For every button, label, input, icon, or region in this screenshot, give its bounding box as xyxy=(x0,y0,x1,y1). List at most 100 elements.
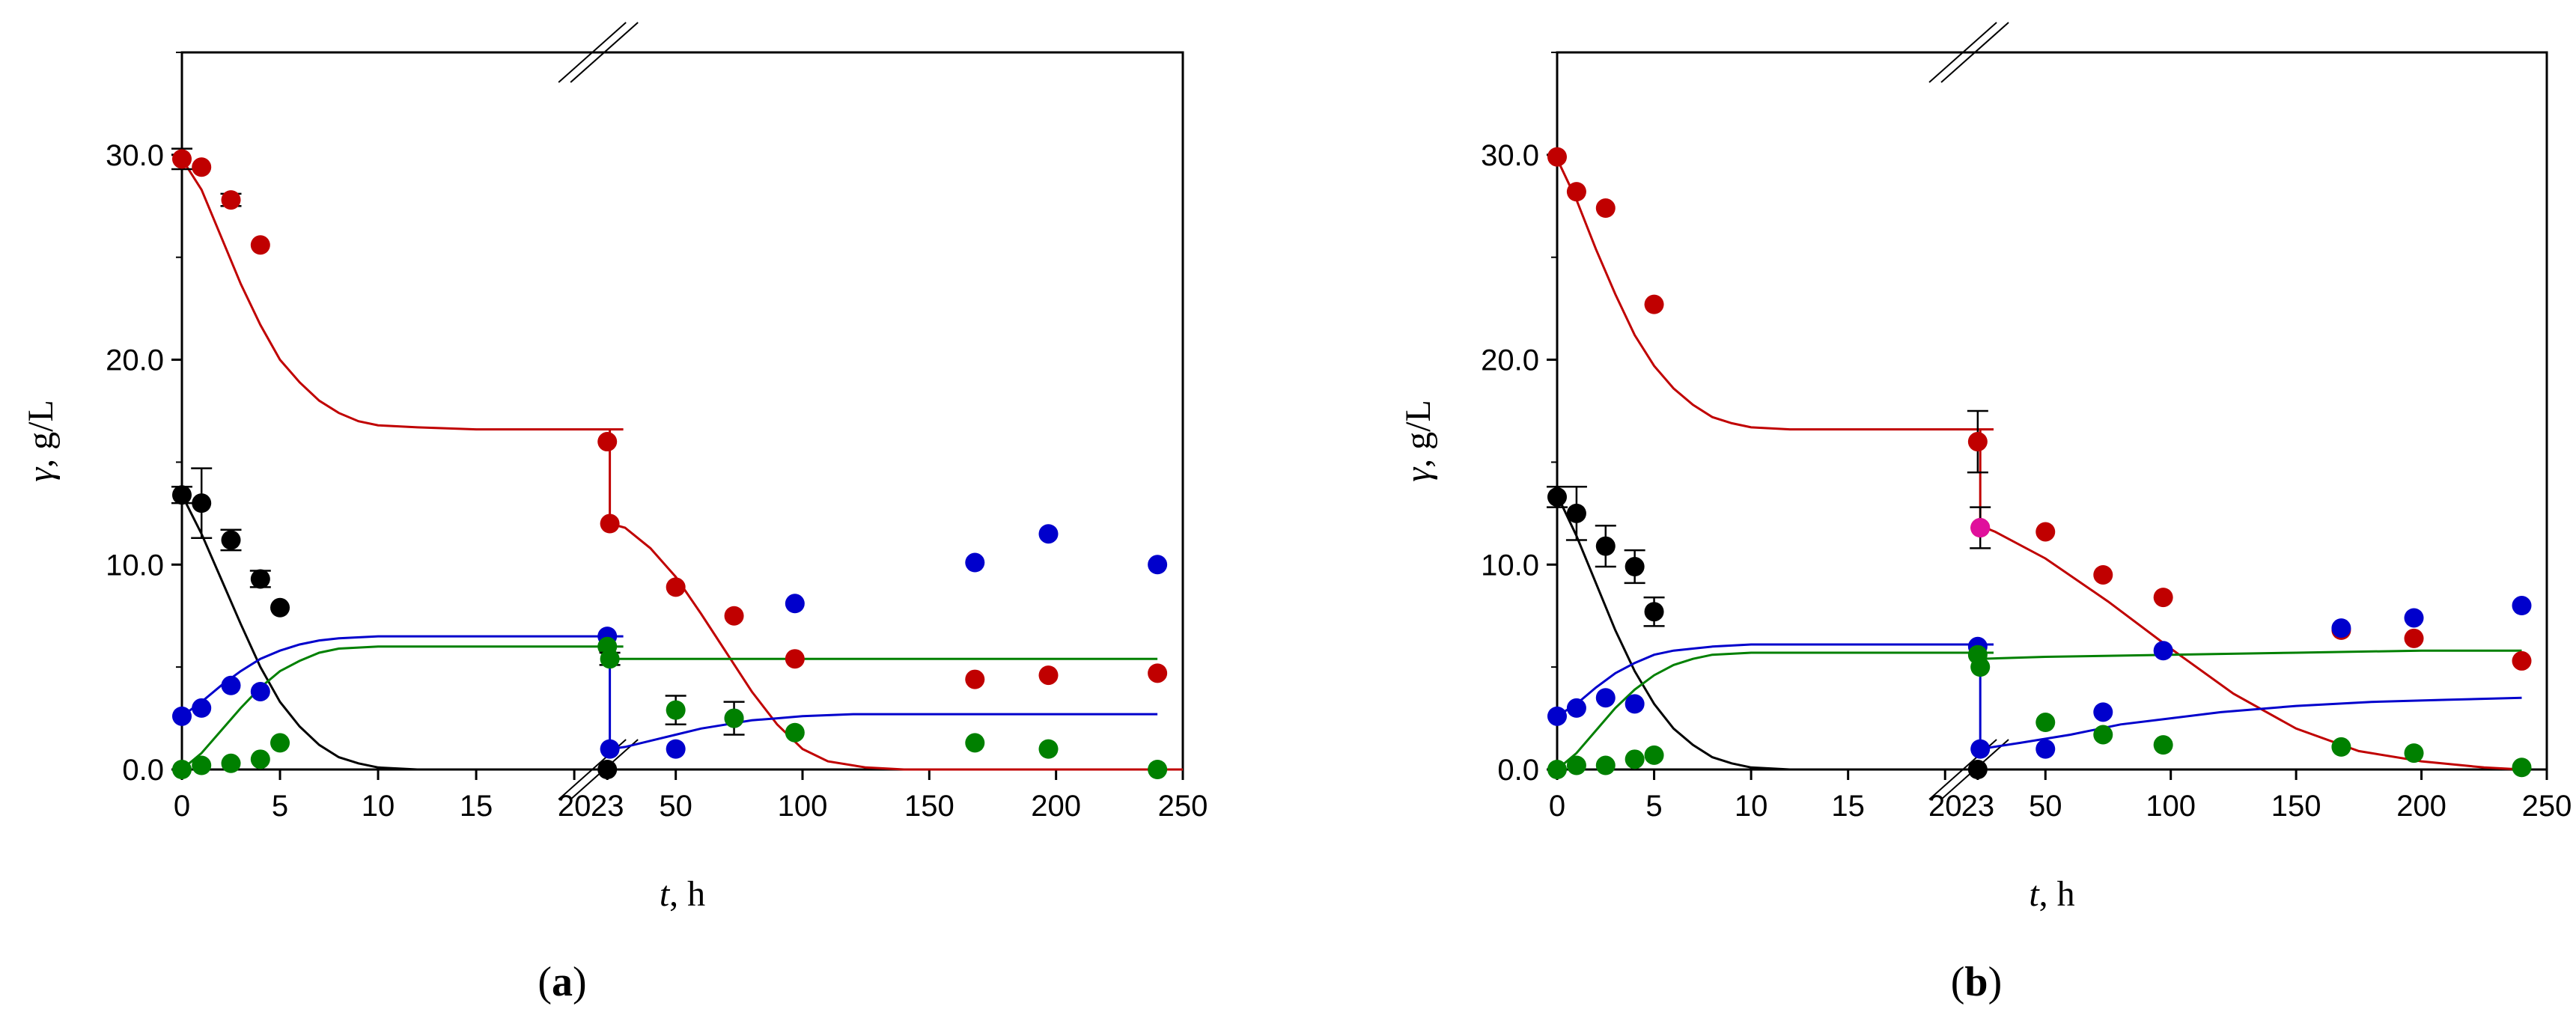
x-axis-label-symbol: t xyxy=(660,874,671,914)
x-axis-label-unit: , h xyxy=(669,874,705,914)
model-curve-biomass xyxy=(180,494,457,771)
data-point-substrate xyxy=(2512,650,2532,671)
data-point-product_blue xyxy=(2035,739,2056,759)
data-point-product_blue xyxy=(221,675,241,695)
chart-panel-b: 0.0 10.0 20.0 30.0 0 5 10 15 20 23 50 100 150 200 250 γ… xyxy=(1398,22,2572,1005)
data-point-substrate xyxy=(1595,198,1616,219)
data-point-product_green xyxy=(600,649,620,669)
data-point-substrate xyxy=(1566,182,1586,202)
y-axis-label-unit: , g/L xyxy=(1398,400,1438,468)
y-axis-label-unit: , g/L xyxy=(21,400,61,468)
data-point-product_green xyxy=(1566,755,1586,775)
x-tick-label: 23 xyxy=(591,790,624,823)
x-tick-label: 0 xyxy=(174,790,190,823)
data-point-biomass xyxy=(250,569,270,589)
data-point-product_blue xyxy=(250,681,270,701)
data-point-product_blue xyxy=(2404,608,2424,628)
x-tick-label: 200 xyxy=(1031,790,1081,823)
data-point-product_green xyxy=(270,733,290,753)
panel-label-open: ( xyxy=(1951,959,1965,1005)
y-tick-label: 10.0 xyxy=(106,549,164,582)
axis-break-mark-top xyxy=(1928,22,1997,83)
data-point-product_green xyxy=(1038,739,1059,759)
panel-label-open: ( xyxy=(538,959,552,1005)
data-point-biomass xyxy=(192,493,212,513)
data-point-substrate xyxy=(600,513,620,534)
model-curve-product_green xyxy=(1556,649,2522,771)
data-point-product_green xyxy=(172,760,192,779)
data-point-biomass xyxy=(1644,602,1664,622)
data-point-product_green xyxy=(250,749,270,769)
model-curve-substrate xyxy=(1556,158,2522,771)
y-tick-label: 0.0 xyxy=(1497,754,1539,787)
x-tick-label: 250 xyxy=(2522,790,2572,823)
data-point-product_blue xyxy=(1970,739,1991,759)
x-axis-label: t, h xyxy=(660,874,705,914)
data-point-substrate xyxy=(2035,522,2056,542)
x-tick-label: 150 xyxy=(2271,790,2321,823)
data-point-product_blue xyxy=(1148,555,1168,575)
data-point-substrate xyxy=(1148,663,1168,683)
data-point-biomass xyxy=(270,597,290,618)
y-tick-label: 0.0 xyxy=(122,754,164,787)
model-curve-product_blue xyxy=(181,635,1158,751)
data-point-product_blue xyxy=(2153,641,2173,661)
data-point-product_green xyxy=(666,700,686,720)
data-point-biomass xyxy=(597,760,618,779)
model-curve-substrate xyxy=(180,158,1183,771)
y-axis-label: γ, g/L xyxy=(21,400,61,482)
x-axis-label-symbol: t xyxy=(2029,874,2040,914)
data-point-product_blue xyxy=(1038,524,1059,544)
data-point-substrate xyxy=(597,432,618,452)
x-tick-label: 20 xyxy=(558,790,591,823)
data-point-product_green xyxy=(1148,760,1168,779)
x-tick-label: 5 xyxy=(1645,790,1662,823)
axis-break-mark-top xyxy=(558,22,627,83)
x-axis-label-unit: , h xyxy=(2039,874,2075,914)
data-point-product_blue xyxy=(192,698,212,718)
data-point-product_blue xyxy=(666,739,686,759)
y-axis-label-symbol: γ xyxy=(21,467,61,482)
data-point-product_green xyxy=(2093,725,2113,745)
data-point-product_green xyxy=(1644,745,1664,765)
data-point-product_blue xyxy=(785,594,805,614)
data-point-substrate xyxy=(1038,665,1059,686)
x-tick-label: 10 xyxy=(1735,790,1768,823)
x-tick-label: 15 xyxy=(1831,790,1865,823)
x-tick-label: 200 xyxy=(2396,790,2446,823)
plot-frame xyxy=(180,51,1184,771)
data-point-product_blue xyxy=(1566,698,1586,718)
data-point-product_green xyxy=(785,722,805,743)
panel-label: (b) xyxy=(1951,959,2002,1005)
x-tick-label: 23 xyxy=(1961,790,1995,823)
model-curve-product_green xyxy=(181,645,1158,771)
data-point-product_blue xyxy=(1595,688,1616,708)
data-point-substrate xyxy=(221,190,241,210)
data-point-substrate xyxy=(785,649,805,669)
y-tick-label: 30.0 xyxy=(1481,139,1539,172)
chart-panel-a: 0.0 10.0 20.0 30.0 0 5 10 15 20 23 50 100 150 200 250 γ… xyxy=(21,22,1208,1005)
data-point-biomass xyxy=(1967,760,1988,779)
data-point-substrate xyxy=(1547,147,1567,167)
data-point-product_green xyxy=(2512,758,2532,778)
data-point-product_green xyxy=(2331,737,2351,757)
panel-label-letter: a xyxy=(552,959,573,1005)
axis-break-mark-top xyxy=(1940,22,2009,83)
data-point-substrate xyxy=(172,149,192,169)
data-point-biomass xyxy=(1566,503,1586,523)
panel-label-close: ) xyxy=(1988,959,2003,1005)
data-point-substrate xyxy=(2093,564,2113,585)
x-axis-label: t, h xyxy=(2029,874,2074,914)
model-curve-product_blue xyxy=(1556,643,2522,751)
x-tick-label: 5 xyxy=(272,790,288,823)
x-tick-label: 15 xyxy=(460,790,493,823)
data-point-product_blue xyxy=(600,739,620,759)
data-point-substrate xyxy=(250,235,270,255)
data-point-product_green xyxy=(2404,743,2424,764)
data-point-substrate xyxy=(1644,294,1664,314)
data-point-product_green xyxy=(192,755,212,775)
panel-label-letter: b xyxy=(1964,959,1988,1005)
data-point-substrate xyxy=(724,606,744,626)
data-point-product_green xyxy=(965,733,985,753)
data-point-biomass xyxy=(1625,557,1645,577)
